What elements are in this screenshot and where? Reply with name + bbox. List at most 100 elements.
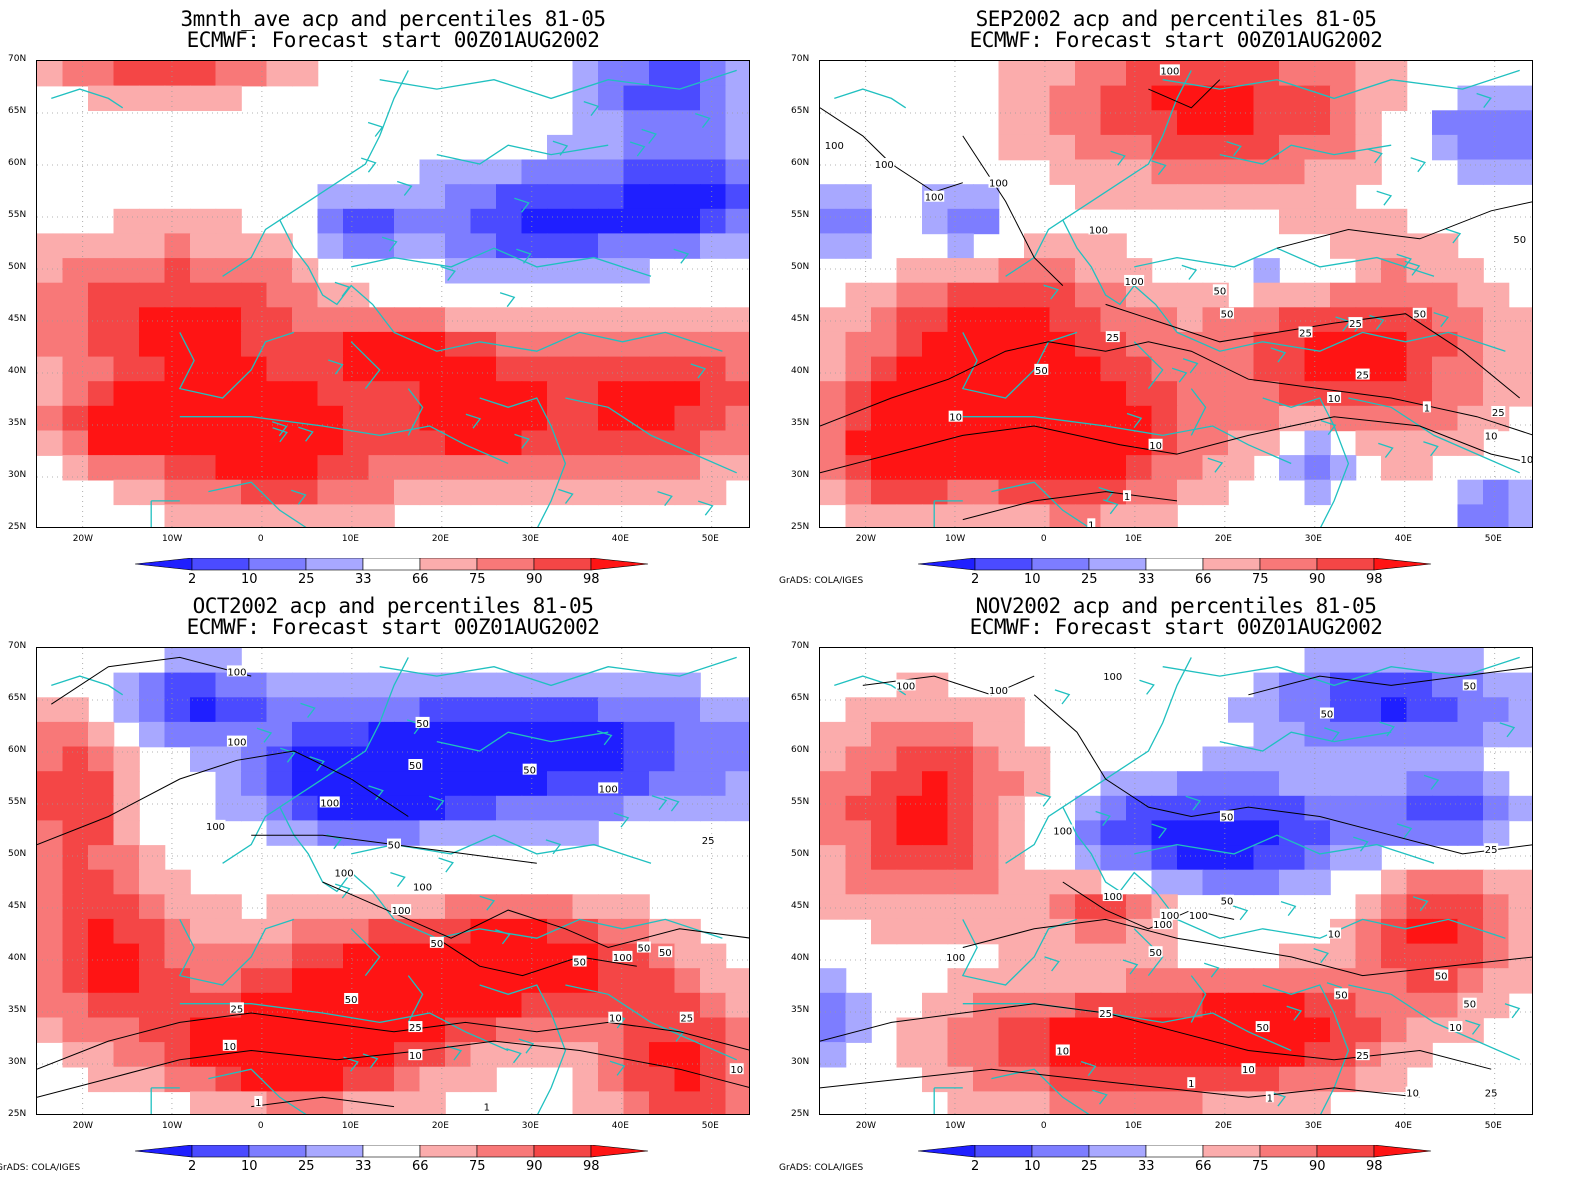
shade-cell — [598, 307, 625, 333]
contour-line — [820, 416, 1532, 474]
shade-cell — [896, 820, 923, 846]
shade-cell — [1049, 504, 1076, 527]
coastline — [962, 416, 1292, 465]
coastline — [1126, 412, 1143, 428]
shade-cell — [572, 746, 599, 772]
colorbar-segment — [1259, 1145, 1318, 1158]
shade-cell — [470, 356, 497, 382]
shade-cell — [623, 184, 650, 210]
shade-cell — [1075, 795, 1102, 822]
shade-cell — [62, 405, 89, 432]
shade-cell — [1381, 795, 1408, 822]
shade-cell — [445, 356, 472, 382]
map-panel-4: NOV2002 acp and percentiles 81-05 ECMWF: … — [779, 587, 1557, 1180]
shade-cell — [1177, 381, 1204, 407]
shade-cell — [1100, 820, 1127, 846]
shade-cell — [1330, 1017, 1357, 1043]
shade-cell — [445, 721, 472, 748]
shade-cell — [700, 85, 727, 111]
shade-cell — [190, 894, 217, 920]
shade-cell — [1304, 110, 1331, 136]
shade-cell — [998, 746, 1025, 772]
shade-cell — [572, 672, 599, 698]
shade-cell — [598, 85, 625, 111]
lon-tick-label: 10E — [341, 1121, 359, 1131]
shade-cell — [394, 430, 421, 456]
contour-label: 25 — [1485, 1089, 1498, 1100]
shade-cell — [1304, 282, 1331, 309]
shade-cell — [113, 381, 140, 407]
shade-cell — [998, 1042, 1025, 1068]
shade-cell — [215, 894, 242, 920]
shade-cell — [1304, 134, 1331, 161]
contour-label-bg — [482, 1100, 491, 1112]
shade-cell — [190, 504, 217, 527]
contour-label: 100 — [1160, 66, 1179, 77]
coastline — [1313, 947, 1329, 964]
shade-cell — [37, 820, 64, 846]
contour-label-bg — [824, 139, 845, 151]
shade-cell — [1024, 85, 1051, 111]
coastline — [436, 144, 609, 165]
shade-cell — [1330, 721, 1357, 748]
shade-cell — [241, 697, 268, 723]
shade-cell — [1075, 356, 1102, 382]
shade-cell — [445, 208, 472, 235]
shade-cell — [88, 869, 115, 896]
shade-cell — [62, 992, 89, 1019]
contour-label: 100 — [613, 953, 632, 964]
shade-cell — [871, 405, 898, 432]
shade-cell — [1049, 1091, 1076, 1114]
shade-cell — [845, 208, 872, 235]
shade-cell — [394, 208, 421, 235]
shade-cell — [725, 795, 749, 822]
contour-label: 100 — [1160, 911, 1179, 922]
shade-cell — [266, 282, 293, 309]
shade-cell — [190, 1091, 217, 1114]
shade-cell — [623, 672, 650, 698]
shade-cell — [623, 331, 650, 358]
shade-cell — [1151, 455, 1178, 481]
shade-cell — [725, 184, 749, 210]
shade-cell — [164, 356, 191, 382]
shade-cell — [1151, 820, 1178, 846]
contour-line — [820, 1003, 1492, 1070]
colorbar-label: 75 — [469, 572, 486, 587]
shade-cell — [62, 771, 89, 797]
coastline — [514, 433, 530, 449]
contour-label: 50 — [409, 761, 422, 772]
shade-cell — [947, 233, 974, 259]
shade-cell — [1279, 61, 1306, 87]
shade-cell — [1075, 381, 1102, 407]
colorbar-label: 25 — [1081, 1159, 1098, 1174]
shade-cell — [292, 61, 319, 87]
shade-cell — [1381, 648, 1408, 674]
shade-cell — [241, 1091, 268, 1114]
colorbar-label: 98 — [1366, 1159, 1383, 1174]
shade-cell — [649, 405, 676, 432]
shade-cell — [1024, 918, 1051, 945]
shade-cell — [37, 746, 64, 772]
shade-cell — [700, 968, 727, 994]
shade-cell — [37, 258, 64, 284]
shade-cell — [1075, 1091, 1102, 1114]
shade-cell — [266, 721, 293, 748]
shade-cell — [1406, 869, 1433, 896]
shade-cell — [922, 1042, 949, 1068]
shade-cell — [1381, 258, 1408, 284]
shade-cell — [317, 504, 344, 527]
shade-cell — [1508, 134, 1532, 161]
shade-cell — [470, 233, 497, 259]
shade-cell — [998, 307, 1025, 333]
map-area — [36, 60, 750, 528]
graticule — [37, 61, 749, 527]
shade-cell — [845, 430, 872, 456]
colorbar-label: 98 — [1366, 572, 1383, 587]
coastline — [298, 426, 314, 442]
shade-cell — [947, 381, 974, 407]
coastline — [1270, 1091, 1287, 1107]
shade-cell — [947, 1017, 974, 1043]
shade-cell — [37, 1017, 64, 1043]
shade-cell — [215, 258, 242, 284]
shade-cell — [1432, 134, 1459, 161]
